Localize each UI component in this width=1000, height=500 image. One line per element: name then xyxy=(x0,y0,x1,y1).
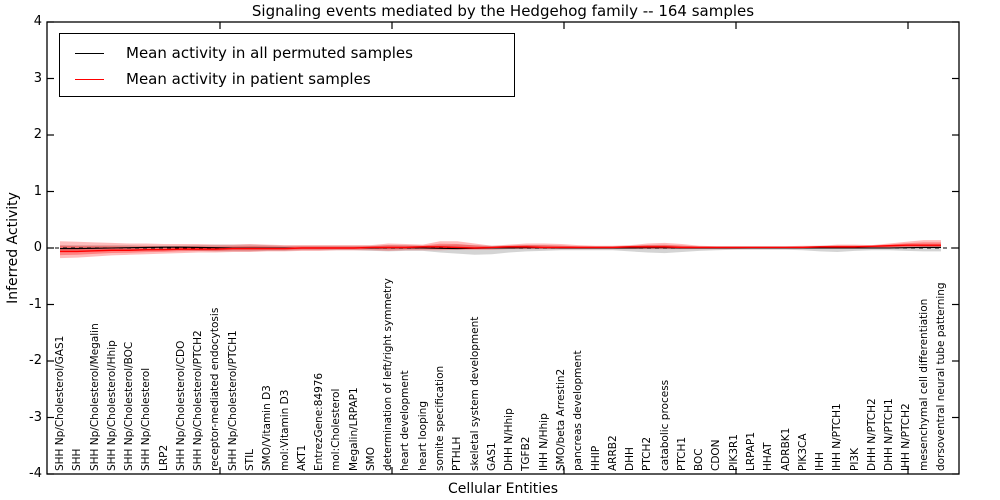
x-tick-label: mol:Vitamin D3 xyxy=(278,389,291,471)
patient-std-band-inner xyxy=(60,242,941,256)
x-tick-label: PTCH1 xyxy=(675,436,688,471)
x-tick-label: HHAT xyxy=(762,442,775,471)
x-tick-label: SHH Np/Cholesterol/GAS1 xyxy=(54,335,66,471)
x-tick-label: CDON xyxy=(710,439,723,471)
x-tick-label: PTHLH xyxy=(451,436,464,471)
x-tick-label: IHH N/PTCH2 xyxy=(900,403,913,471)
legend-line-permuted-icon xyxy=(75,52,104,54)
y-tick-label: 2 xyxy=(33,127,42,142)
x-tick-label: STIL xyxy=(244,448,257,471)
x-tick-label: PIK3R1 xyxy=(727,434,740,471)
x-tick-label: BOC xyxy=(693,448,706,471)
x-tick-label: determination of left/right symmetry xyxy=(382,278,395,471)
x-tick-label: SHH Np/Cholesterol xyxy=(140,367,153,471)
y-tick-label: -2 xyxy=(29,353,42,368)
permuted-mean-line xyxy=(60,246,941,250)
x-tick-label: HHIP xyxy=(589,445,602,471)
legend-label-permuted: Mean activity in all permuted samples xyxy=(126,44,413,62)
x-tick-label: Megalin/LRPAP1 xyxy=(347,387,360,471)
x-tick-label: ADRBK1 xyxy=(779,427,792,471)
y-tick-label: 1 xyxy=(33,183,42,199)
x-tick-label: DHH N/PTCH2 xyxy=(865,398,878,471)
x-tick-label: SHH Np/Cholesterol/BOC xyxy=(123,341,136,471)
x-tick-label: SHH Np/Cholesterol/CDO xyxy=(174,340,187,471)
x-tick-label: PI3K xyxy=(848,448,861,471)
x-tick-label: PTCH2 xyxy=(641,436,654,471)
x-tick-label: IHH N/PTCH1 xyxy=(831,403,844,471)
x-tick-label: mesenchymal cell differentiation xyxy=(917,298,930,471)
x-tick-label: SHH Np/Cholesterol/Hhip xyxy=(105,340,118,471)
permuted-std-band xyxy=(60,244,941,255)
x-tick-label: dorsoventral neural tube patterning xyxy=(935,282,947,471)
x-tick-label: LRP2 xyxy=(157,444,170,471)
x-tick-label: LRPAP1 xyxy=(744,431,757,471)
y-tick-label: 3 xyxy=(33,70,42,86)
x-axis-label: Cellular Entities xyxy=(447,481,559,497)
y-tick-label: -3 xyxy=(29,409,42,425)
x-tick-label: SMO/beta Arrestin2 xyxy=(554,368,567,471)
x-tick-label: SHH Np/Cholesterol/PTCH2 xyxy=(192,330,205,471)
x-tick-label: DHH xyxy=(624,447,637,471)
x-tick-label: SHH Np/Cholesterol/Megalin xyxy=(88,323,101,471)
x-tick-label: IHH xyxy=(814,452,827,471)
x-tick-label: DHH N/Hhip xyxy=(503,408,516,471)
chart-title: Signaling events mediated by the Hedgeho… xyxy=(251,2,755,20)
x-tick-label: pancreas development xyxy=(572,350,585,471)
y-tick-label: -4 xyxy=(29,466,42,481)
x-tick-label: skeletal system development xyxy=(468,316,481,471)
x-tick-label: catabolic process xyxy=(658,379,671,471)
x-tick-label: EntrezGene:84976 xyxy=(313,372,326,471)
x-tick-label: SMO/Vitamin D3 xyxy=(261,385,274,471)
x-tick-label: ARRB2 xyxy=(606,435,619,471)
x-tick-label: heart looping xyxy=(416,401,429,471)
patient-mean-line xyxy=(60,244,941,253)
x-tick-label: PIK3CA xyxy=(796,433,809,471)
y-tick-label: -1 xyxy=(29,296,42,312)
patient-std-band-outer xyxy=(60,240,941,259)
x-tick-label: heart development xyxy=(399,370,412,471)
x-tick-label: AKT1 xyxy=(295,444,308,471)
legend-box: Mean activity in all permuted samples Me… xyxy=(59,33,515,97)
x-tick-label: somite specification xyxy=(434,365,447,471)
y-tick-label: 4 xyxy=(33,14,42,29)
x-tick-label: GAS1 xyxy=(485,442,498,471)
x-tick-label: SHH Np/Cholesterol/PTCH1 xyxy=(226,330,239,471)
x-tick-label: SHH xyxy=(71,448,84,471)
x-tick-label: DHH N/PTCH1 xyxy=(883,398,896,471)
legend-line-patient-icon xyxy=(75,78,104,80)
x-tick-label: IHH N/Hhip xyxy=(537,413,550,471)
x-tick-label: receptor-mediated endocytosis xyxy=(209,307,222,471)
x-tick-label: SMO xyxy=(364,447,377,471)
x-tick-label: TGFB2 xyxy=(520,436,533,471)
x-tick-label: mol:Cholesterol xyxy=(330,388,343,471)
legend-label-patient: Mean activity in patient samples xyxy=(126,70,371,88)
y-tick-label: 0 xyxy=(33,240,42,255)
